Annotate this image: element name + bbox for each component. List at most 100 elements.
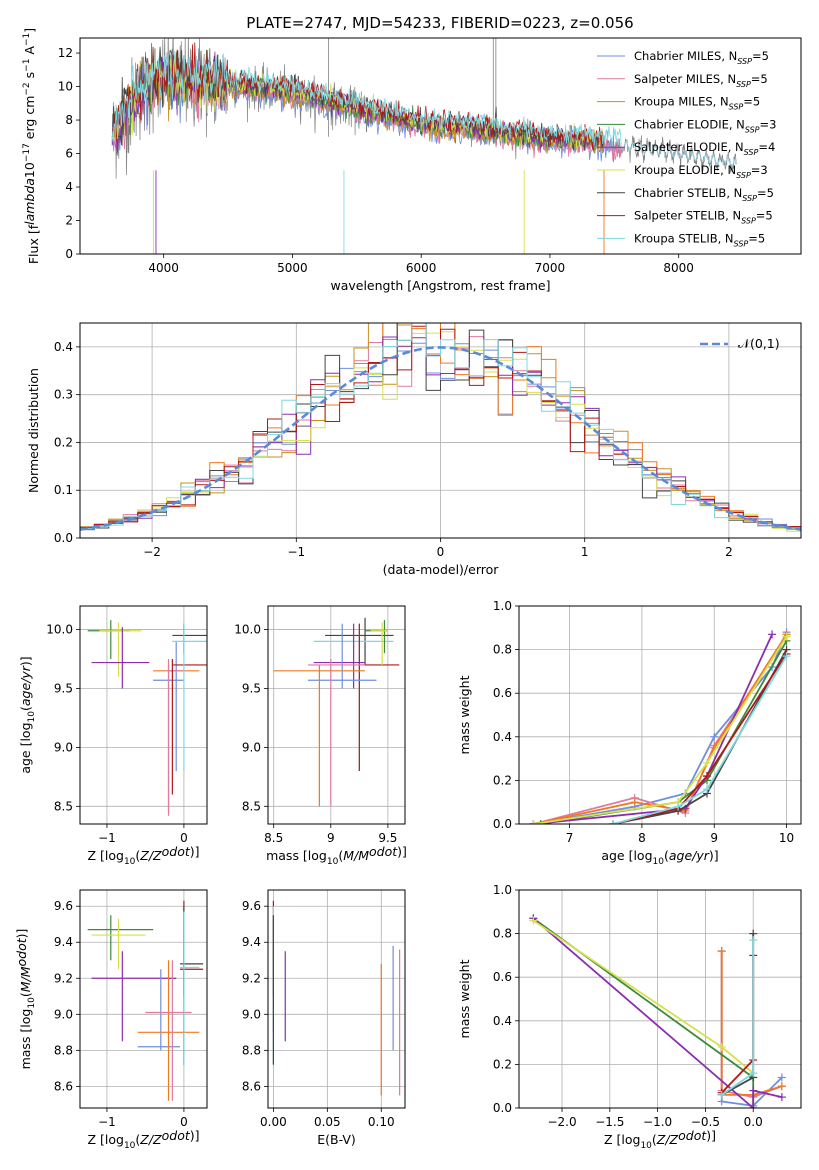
x-tick-label: 8000 xyxy=(663,261,694,275)
x-axis-label: E(B-V) xyxy=(317,1132,356,1147)
weight-marker xyxy=(609,820,617,824)
x-axis-label: (data-model)/error xyxy=(383,562,500,577)
errorbar xyxy=(91,918,146,970)
weight-line xyxy=(532,917,783,1108)
label-part: )] xyxy=(18,656,33,666)
x-tick-label: 8.5 xyxy=(264,831,283,845)
legend: Chabrier MILES, NSSP=5 Salpeter MILES, NS… xyxy=(597,49,776,248)
x-tick-label: 0.10 xyxy=(368,1115,395,1129)
weight-marker xyxy=(717,1090,726,1099)
label-part: 𝒩(0,1) xyxy=(738,336,780,351)
label-part: ( xyxy=(18,992,33,997)
errorbar xyxy=(365,620,388,654)
grid-lines xyxy=(519,889,801,1109)
plot-area xyxy=(272,900,401,1096)
plot-area xyxy=(529,628,791,824)
axes-frame xyxy=(518,605,802,825)
label-part: ( xyxy=(338,848,343,863)
y-tick-label: 8.5 xyxy=(54,799,73,813)
plot-area xyxy=(80,323,801,532)
y-tick-label: 8.8 xyxy=(242,1043,261,1057)
label-part: odot xyxy=(162,844,191,859)
grid-lines xyxy=(80,890,207,1108)
y-axis-label: mass weight xyxy=(457,959,472,1038)
y-tick-label: 8.6 xyxy=(54,1079,73,1093)
y-tick-label: 0.2 xyxy=(493,1057,512,1071)
errorbar xyxy=(167,659,184,816)
errorbar xyxy=(137,969,181,1051)
label-part: 10 xyxy=(27,997,37,1009)
legend-nssp: =3 xyxy=(751,163,768,177)
label-part: ( xyxy=(18,706,33,711)
axes-age-vs-mass: 8.5 9 9.5 8.5 9.0 9.5 10.0 mass [log10(M/Modot)… xyxy=(234,605,407,867)
y-tick-label: 2 xyxy=(65,214,73,228)
y-axis-label: Normed distribution xyxy=(26,368,41,493)
axes-frame xyxy=(79,889,208,1109)
y-tick-label: 0.4 xyxy=(54,340,73,354)
weight-marker xyxy=(529,820,538,824)
legend-subscript: SSP xyxy=(737,57,752,66)
label-part: −17 xyxy=(22,143,32,162)
legend-subscript: SSP xyxy=(729,103,744,112)
y-axis-label: age [log10(age/yr)] xyxy=(18,656,37,773)
y-tick-label: 0.3 xyxy=(54,388,73,402)
label-part: M/M xyxy=(18,966,33,992)
label-part: age/yr xyxy=(18,665,33,706)
legend-nssp: =5 xyxy=(743,95,760,109)
weight-marker xyxy=(674,802,683,811)
label-part: age/yr xyxy=(669,848,710,863)
x-tick-label: −1 xyxy=(98,1115,116,1129)
label-part: ( xyxy=(135,848,140,863)
x-tick-label: 0.0 xyxy=(744,1115,763,1129)
label-part: M/M xyxy=(343,848,369,863)
y-tick-label: 4 xyxy=(65,180,73,194)
y-tick-label: 0.4 xyxy=(493,1014,512,1028)
legend-entry: Chabrier MILES, NSSP=5 xyxy=(634,49,769,66)
y-tick-label: 12 xyxy=(58,46,73,60)
weight-marker xyxy=(717,1042,726,1051)
y-axis-label: mass [log10(M/Modot)] xyxy=(14,929,37,1070)
label-part: 10 xyxy=(124,1141,136,1151)
model-spectrum xyxy=(111,50,737,168)
label-part: )] xyxy=(190,1128,200,1143)
x-tick-label: 0.00 xyxy=(260,1115,287,1129)
errorbar xyxy=(180,911,200,1065)
label-part: ( xyxy=(652,1132,657,1147)
y-tick-label: 0.4 xyxy=(493,730,512,744)
x-tick-label: 9 xyxy=(710,831,718,845)
legend-entry: Kroupa MILES, NSSP=5 xyxy=(634,95,760,112)
legend-subscript: SSP xyxy=(742,194,757,203)
x-tick-label: 7 xyxy=(566,831,574,845)
y-axis-label: mass weight xyxy=(457,675,472,754)
y-tick-label: 9.5 xyxy=(242,681,261,695)
errorbar xyxy=(171,659,207,795)
weight-marker xyxy=(717,947,726,956)
label-part: odot xyxy=(369,844,398,859)
weight-marker xyxy=(529,916,538,925)
errorbar xyxy=(358,623,400,771)
label-part: ] xyxy=(22,28,37,33)
legend-subscript: SSP xyxy=(745,125,760,134)
plot-area xyxy=(87,620,207,816)
errorbar xyxy=(137,960,200,1101)
y-tick-label: 0.8 xyxy=(493,927,512,941)
axes-frame xyxy=(267,889,406,1109)
axes-frame xyxy=(79,37,802,255)
label-part: age [log xyxy=(18,722,33,773)
y-tick-label: 8.5 xyxy=(242,799,261,813)
x-tick-label: 9 xyxy=(327,831,335,845)
y-tick-label: 0.8 xyxy=(493,643,512,657)
y-tick-label: 8.8 xyxy=(54,1043,73,1057)
weight-line xyxy=(533,636,788,824)
x-tick-label: 0 xyxy=(437,545,445,559)
x-tick-label: 9.5 xyxy=(378,831,397,845)
label-part: )] xyxy=(709,848,719,863)
label-part: age [log xyxy=(601,848,652,863)
errorbar xyxy=(87,915,154,961)
y-tick-label: 10.0 xyxy=(234,623,261,637)
x-tick-label: 10 xyxy=(779,831,794,845)
label-part: )] xyxy=(397,844,407,859)
legend-nssp: =5 xyxy=(748,231,765,245)
